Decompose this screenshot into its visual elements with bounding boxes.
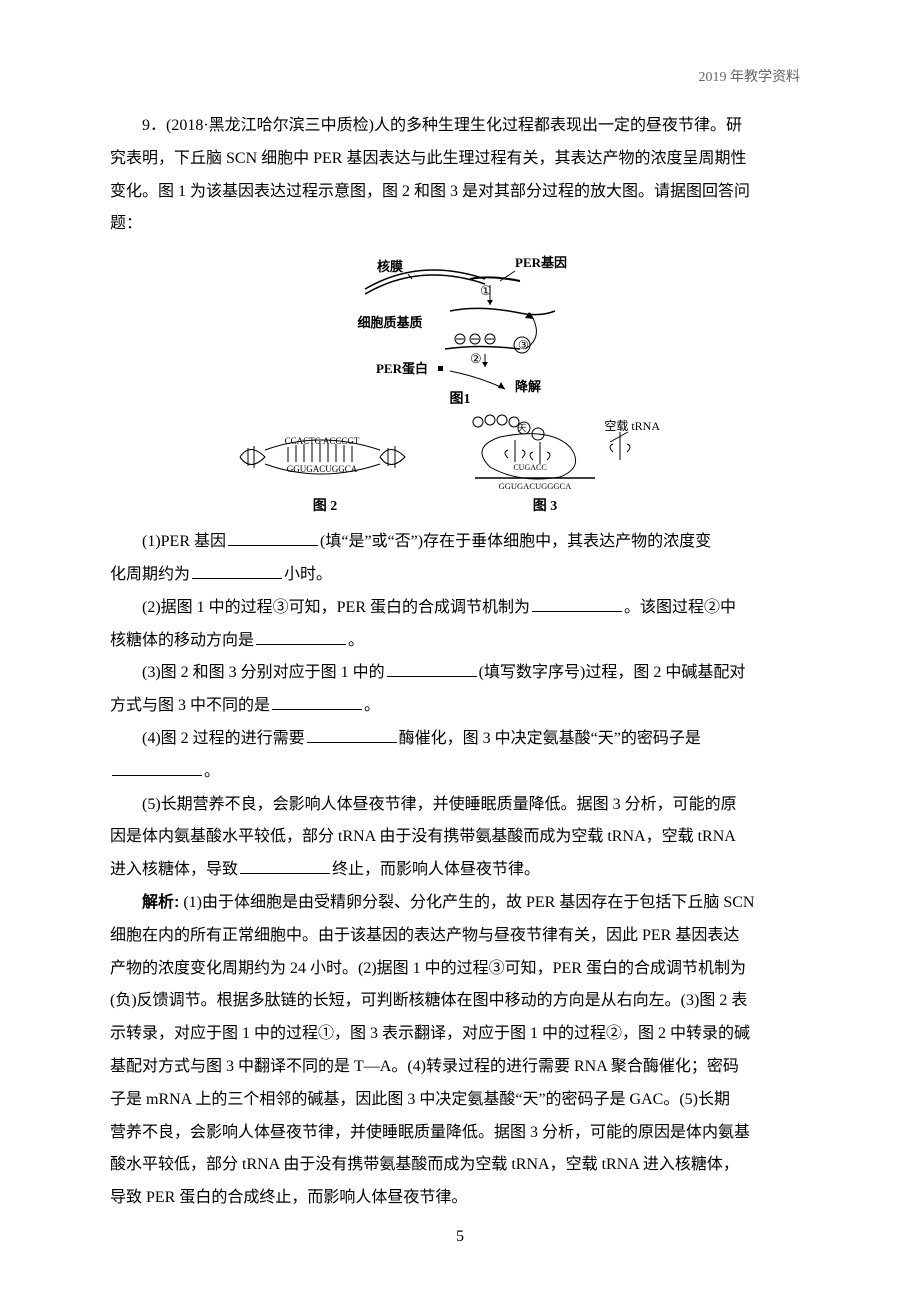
ans-l1: (1)由于体细胞是由受精卵分裂、分化产生的，故 PER 基因存在于包括下丘脑 S… [179,894,754,911]
fig1-circ3: ③ [518,338,529,352]
fig1-per-gene-label: PER基因 [515,255,567,270]
blank-5 [240,857,330,874]
answer-line1: 解析: (1)由于体细胞是由受精卵分裂、分化产生的，故 PER 基因存在于包括下… [110,887,810,920]
q9-sub2-line2: 核糖体的移动方向是 。 [110,625,810,658]
blank-4a [307,726,397,743]
content-area: 9．(2018·黑龙江哈尔滨三中质检)人的多种生理生化过程都表现出一定的昼夜节律… [110,110,810,1215]
figure-3-group: 天 CUGACC 空载 tRNA [473,415,660,514]
fig1-circ2: ② [470,351,482,366]
fig3-caption: 图 3 [533,498,558,514]
fig3-seq-bot: GGUGACUGGGCA [499,481,573,491]
blank-3a [387,660,477,677]
fig1-degrade-label: 降解 [515,379,541,394]
q9-sub1-a: (1)PER 基因 [142,533,226,550]
answer-label: 解析: [142,894,179,911]
fig2-seq-bot: GGUGACUGGCA [287,464,358,474]
q9-sub3-d: 。 [364,697,380,714]
q9-sub5-c-a: 进入核糖体，导致 [110,861,238,878]
blank-1a [228,529,318,546]
q9-sub2-d: 。 [348,632,364,649]
q9-sub5-line2: 因是体内氨基酸水平较低，部分 tRNA 由于没有携带氨基酸而成为空载 tRNA，… [110,821,810,854]
ans-l6: 基配对方式与图 3 中翻译不同的是 T—A。(4)转录过程的进行需要 RNA 聚… [110,1051,810,1084]
q9-sub5-c-b: 终止，而影响人体昼夜节律。 [332,861,540,878]
q9-sub1-c: 化周期约为 [110,566,190,583]
q9-sub4-a: (4)图 2 过程的进行需要 [142,730,305,747]
q9-sub2-line1: (2)据图 1 中的过程③可知，PER 蛋白的合成调节机制为 。该图过程②中 [110,592,810,625]
ans-l5: 示转录，对应于图 1 中的过程①，图 3 表示翻译，对应于图 1 中的过程②，图… [110,1018,810,1051]
q9-stem-l3: 变化。图 1 为该基因表达过程示意图，图 2 和图 3 是对其部分过程的放大图。… [110,176,810,209]
q9-stem-l2: 究表明，下丘脑 SCN 细胞中 PER 基因表达与此生理过程有关，其表达产物的浓… [110,143,810,176]
q9-sub2-c: 核糖体的移动方向是 [110,632,254,649]
q9-sub5-line1: (5)长期营养不良，会影响人体昼夜节律，并使睡眠质量降低。据图 3 分析，可能的… [110,789,810,822]
q9-stem-l1: 9．(2018·黑龙江哈尔滨三中质检)人的多种生理生化过程都表现出一定的昼夜节律… [110,110,810,143]
fig2-caption: 图 2 [313,498,338,514]
ans-l4: (负)反馈调节。根据多肽链的长短，可判断核糖体在图中移动的方向是从右向左。(3)… [110,985,810,1018]
q9-sub1-b: (填“是”或“否”)存在于垂体细胞中，其表达产物的浓度变 [320,533,711,550]
figures-2-3-svg: CCACTG ACCCGT GGUGACUGGCA 图 [230,412,690,522]
figure-1-svg: 核膜 PER基因 ① 细胞质基质 [330,249,590,404]
ans-l9: 酸水平较低，部分 tRNA 由于没有携带氨基酸而成为空载 tRNA，空载 tRN… [110,1149,810,1182]
fig1-cytoplasm-label: 细胞质基质 [357,315,422,330]
q9-sub3-c: 方式与图 3 中不同的是 [110,697,270,714]
page: 2019 年教学资料 9．(2018·黑龙江哈尔滨三中质检)人的多种生理生化过程… [0,0,920,1302]
fig1-per-protein-label: PER蛋白 [376,361,428,376]
figure-2-group: CCACTG ACCCGT GGUGACUGGCA 图 [240,436,405,514]
page-number: 5 [0,1228,920,1246]
q9-sub2-a: (2)据图 1 中的过程③可知，PER 蛋白的合成调节机制为 [142,599,530,616]
blank-3b [272,693,362,710]
fig3-anticodon: CUGACC [513,463,546,472]
ans-l2: 细胞在内的所有正常细胞中。由于该基因的表达产物与昼夜节律有关，因此 PER 基因… [110,920,810,953]
fig1-nuc-membrane-label: 核膜 [377,259,403,274]
blank-2b [256,628,346,645]
fig3-empty-trna: 空载 tRNA [604,419,660,433]
q9-sub3-line1: (3)图 2 和图 3 分别对应于图 1 中的 (填写数字序号)过程，图 2 中碱… [110,657,810,690]
ans-l3: 产物的浓度变化周期约为 24 小时。(2)据图 1 中的过程③可知，PER 蛋白… [110,953,810,986]
ans-l10: 导致 PER 蛋白的合成终止，而影响人体昼夜节律。 [110,1182,810,1215]
fig1-caption: 图1 [450,391,471,404]
blank-1b [192,562,282,579]
header-right: 2019 年教学资料 [699,66,801,86]
q9-stem-l4: 题： [110,208,810,241]
blank-2a [532,595,622,612]
fig2-seq-top: CCACTG ACCCGT [285,436,360,446]
ans-l8: 营养不良，会影响人体昼夜节律，并使睡眠质量降低。据图 3 分析，可能的原因是体内… [110,1117,810,1150]
q9-sub4-d: 。 [204,763,220,780]
fig3-aa-tian: 天 [517,423,526,433]
q9-sub5-line3: 进入核糖体，导致 终止，而影响人体昼夜节律。 [110,854,810,887]
q9-sub3-line2: 方式与图 3 中不同的是 。 [110,690,810,723]
q9-sub4-line1: (4)图 2 过程的进行需要 酶催化，图 3 中决定氨基酸“天”的密码子是 [110,723,810,756]
q9-sub2-b: 。该图过程②中 [624,599,736,616]
q9-sub1-line2: 化周期约为 小时。 [110,559,810,592]
q9-sub3-b: (填写数字序号)过程，图 2 中碱基配对 [479,664,746,681]
ans-l7: 子是 mRNA 上的三个相邻的碱基，因此图 3 中决定氨基酸“天”的密码子是 G… [110,1084,810,1117]
q9-sub4-b: 酶催化，图 3 中决定氨基酸“天”的密码子是 [399,730,701,747]
q9-sub3-a: (3)图 2 和图 3 分别对应于图 1 中的 [142,664,385,681]
blank-4b [112,759,202,776]
q9-sub1-d: 小时。 [284,566,332,583]
figure-1: 核膜 PER基因 ① 细胞质基质 [110,249,810,404]
q9-sub4-line2: 。 [110,756,810,789]
q9-sub1-line1: (1)PER 基因 (填“是”或“否”)存在于垂体细胞中，其表达产物的浓度变 [110,526,810,559]
figures-2-3: CCACTG ACCCGT GGUGACUGGCA 图 [110,412,810,522]
